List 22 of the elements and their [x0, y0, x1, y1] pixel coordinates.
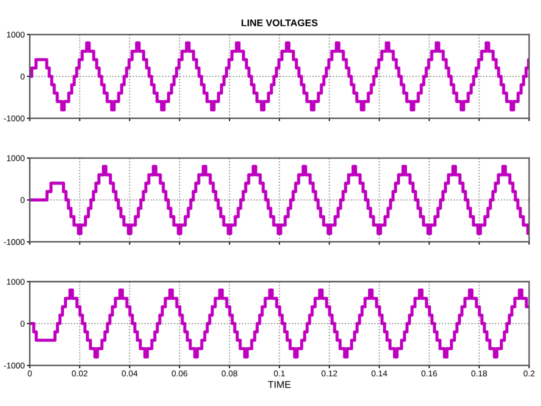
x-axis-title: TIME: [268, 381, 291, 388]
y-tick-label: 0: [20, 74, 25, 80]
x-tick-label: 0.14: [372, 370, 388, 376]
x-tick-label: 0.16: [421, 370, 437, 376]
x-tick-label: 0.06: [172, 370, 188, 376]
y-tick-label: -1000: [4, 115, 25, 122]
x-tick-label: 0.04: [122, 370, 138, 376]
y-tick-label: 1000: [6, 32, 25, 38]
y-tick-label: -1000: [4, 239, 25, 245]
y-tick-label: 1000: [6, 278, 25, 285]
x-tick-label: 0: [28, 370, 32, 376]
chart-title: LINE VOLTAGES: [242, 19, 318, 26]
x-tick-label: 0.1: [274, 370, 285, 376]
y-tick-label: -1000: [4, 362, 25, 368]
x-tick-label: 0.12: [322, 370, 338, 376]
y-tick-label: 1000: [6, 155, 25, 162]
y-tick-label: 0: [20, 197, 25, 204]
x-tick-label: 0.02: [72, 370, 88, 376]
x-tick-label: 0.18: [471, 370, 487, 376]
x-tick-label: 0.08: [222, 370, 238, 376]
y-tick-label: 0: [20, 320, 25, 327]
x-tick-label: 0.2: [524, 370, 534, 376]
